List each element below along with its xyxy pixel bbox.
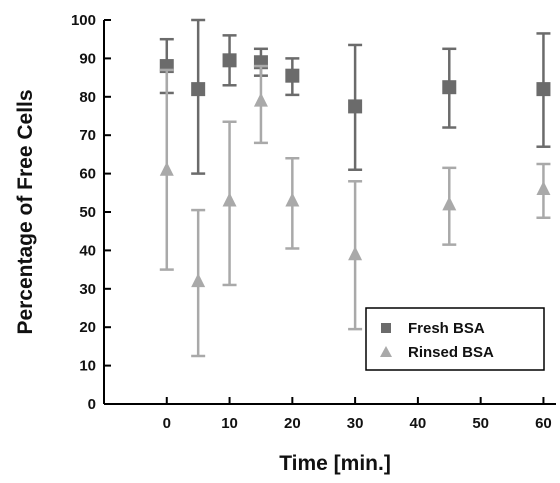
y-tick-label: 50 — [79, 204, 96, 221]
y-tick-label: 100 — [71, 12, 96, 29]
series-1 — [159, 64, 551, 358]
y-tick-label: 60 — [79, 166, 96, 183]
data-point-square — [442, 80, 457, 95]
legend-label: Fresh BSA — [408, 320, 485, 337]
x-axis-ticks: 0 10 20 30 40 50 60 — [163, 397, 552, 432]
y-tick-label: 10 — [79, 358, 96, 375]
data-point-square — [348, 99, 363, 114]
x-tick-label: 60 — [535, 415, 552, 432]
x-tick-label: 20 — [284, 415, 301, 432]
legend-marker-square — [381, 323, 391, 333]
y-tick-label: 70 — [79, 127, 96, 144]
data-point-square — [285, 68, 300, 83]
data-point-triangle — [442, 196, 457, 211]
legend-label: Rinsed BSA — [408, 344, 494, 361]
x-tick-label: 0 — [163, 415, 171, 432]
x-tick-label: 10 — [221, 415, 238, 432]
legend: Fresh BSA Rinsed BSA — [365, 307, 545, 371]
y-tick-label: 80 — [79, 89, 96, 106]
series-0 — [159, 18, 551, 175]
x-axis-title: Time [min.] — [279, 452, 391, 475]
y-tick-label: 0 — [88, 396, 96, 413]
x-tick-label: 50 — [472, 415, 489, 432]
data-point-triangle — [159, 161, 174, 176]
data-point-triangle — [285, 192, 300, 207]
data-point-square — [191, 82, 206, 97]
data-point-triangle — [348, 246, 363, 261]
legend-marker-triangle — [380, 346, 392, 357]
data-point-triangle — [191, 273, 206, 288]
data-point-square — [536, 82, 551, 97]
y-tick-label: 30 — [79, 281, 96, 298]
series-layer — [159, 18, 551, 358]
y-axis-title: Percentage of Free Cells — [14, 89, 37, 334]
y-axis-ticks: 0 10 20 30 40 50 60 70 80 90 100 — [71, 12, 111, 413]
data-point-triangle — [536, 180, 551, 195]
y-tick-label: 90 — [79, 50, 96, 67]
legend-box — [365, 307, 545, 371]
data-point-triangle — [222, 192, 237, 207]
x-tick-label: 40 — [410, 415, 427, 432]
y-tick-label: 20 — [79, 319, 96, 336]
data-point-triangle — [253, 92, 268, 107]
y-tick-label: 40 — [79, 242, 96, 259]
data-point-square — [222, 53, 237, 68]
x-tick-label: 30 — [347, 415, 364, 432]
